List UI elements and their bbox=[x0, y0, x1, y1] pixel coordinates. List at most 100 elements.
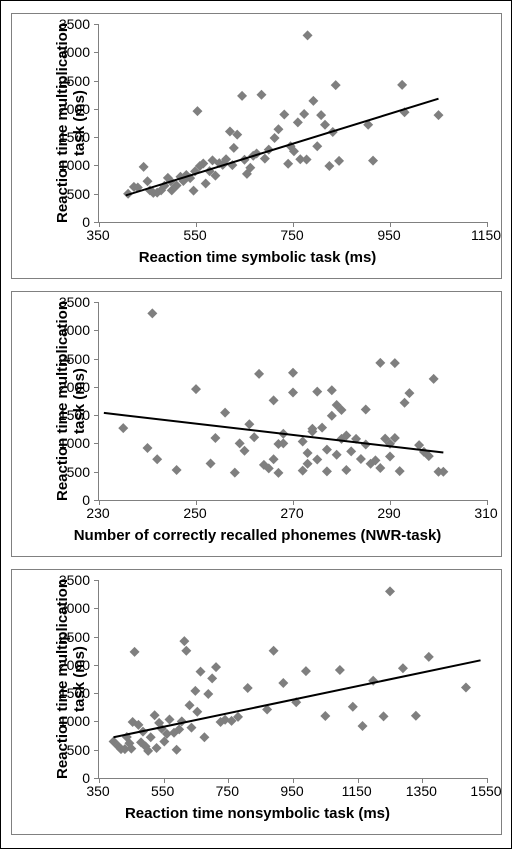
xtick-label: 550 bbox=[133, 783, 193, 799]
data-point bbox=[192, 707, 202, 717]
data-point bbox=[240, 446, 250, 456]
data-point bbox=[283, 159, 293, 169]
data-point bbox=[269, 454, 279, 464]
data-point bbox=[244, 419, 254, 429]
data-point bbox=[341, 465, 351, 475]
data-point bbox=[298, 436, 308, 446]
plot-svg bbox=[99, 302, 487, 500]
data-point bbox=[288, 388, 298, 398]
data-point bbox=[172, 465, 182, 475]
data-point bbox=[322, 466, 332, 476]
data-point bbox=[303, 30, 313, 40]
data-point bbox=[146, 732, 156, 742]
plot-area bbox=[98, 580, 487, 779]
data-point bbox=[302, 154, 312, 164]
data-point bbox=[303, 448, 313, 458]
plot-svg bbox=[99, 580, 487, 778]
xtick-label: 1350 bbox=[391, 783, 451, 799]
figure: 0500100015002000250030003500350550750950… bbox=[0, 0, 512, 849]
data-point bbox=[390, 358, 400, 368]
data-point bbox=[316, 110, 326, 120]
data-point bbox=[320, 711, 330, 721]
data-point bbox=[273, 468, 283, 478]
data-point bbox=[322, 445, 332, 455]
data-point bbox=[411, 711, 421, 721]
data-point bbox=[191, 384, 201, 394]
data-point bbox=[172, 745, 182, 755]
data-point bbox=[385, 586, 395, 596]
data-point bbox=[152, 454, 162, 464]
data-point bbox=[152, 743, 162, 753]
data-point bbox=[196, 667, 206, 677]
xtick-label: 950 bbox=[359, 227, 419, 243]
data-point bbox=[189, 186, 199, 196]
data-point bbox=[181, 646, 191, 656]
xtick-label: 750 bbox=[197, 783, 257, 799]
panel-top: 0500100015002000250030003500350550750950… bbox=[11, 13, 502, 279]
data-point bbox=[301, 666, 311, 676]
data-point bbox=[308, 96, 318, 106]
data-point bbox=[331, 80, 341, 90]
xtick-label: 270 bbox=[262, 505, 322, 521]
trendline bbox=[104, 413, 444, 453]
y-axis-title: Reaction time multiplicationtask (ms) bbox=[54, 569, 88, 789]
data-point bbox=[256, 90, 266, 100]
data-point bbox=[375, 463, 385, 473]
data-point bbox=[332, 450, 342, 460]
data-point bbox=[317, 423, 327, 433]
data-point bbox=[130, 647, 140, 657]
x-axis-title: Number of correctly recalled phonemes (N… bbox=[12, 527, 503, 544]
xtick-label: 1150 bbox=[327, 783, 387, 799]
data-point bbox=[179, 636, 189, 646]
data-point bbox=[164, 714, 174, 724]
data-point bbox=[385, 451, 395, 461]
data-point bbox=[379, 711, 389, 721]
data-point bbox=[324, 161, 334, 171]
data-point bbox=[358, 721, 368, 731]
data-point bbox=[368, 156, 378, 166]
data-point bbox=[395, 466, 405, 476]
data-point bbox=[147, 308, 157, 318]
data-point bbox=[260, 154, 270, 164]
xtick-label: 550 bbox=[165, 227, 225, 243]
y-axis-title: Reaction time multiplicationtask (ms) bbox=[54, 13, 88, 233]
data-point bbox=[220, 408, 230, 418]
xtick-label: 250 bbox=[165, 505, 225, 521]
data-point bbox=[398, 663, 408, 673]
data-point bbox=[293, 117, 303, 127]
data-point bbox=[243, 683, 253, 693]
xtick-label: 1550 bbox=[456, 783, 512, 799]
data-point bbox=[348, 702, 358, 712]
data-point bbox=[237, 91, 247, 101]
data-point bbox=[211, 662, 221, 672]
trendline bbox=[114, 660, 481, 737]
data-point bbox=[235, 438, 245, 448]
data-point bbox=[434, 110, 444, 120]
data-point bbox=[269, 395, 279, 405]
data-point bbox=[150, 710, 160, 720]
data-point bbox=[139, 162, 149, 172]
data-point bbox=[335, 665, 345, 675]
data-point bbox=[312, 141, 322, 151]
data-point bbox=[278, 678, 288, 688]
data-point bbox=[118, 423, 128, 433]
plot-svg bbox=[99, 24, 487, 222]
data-point bbox=[279, 110, 289, 120]
data-point bbox=[312, 455, 322, 465]
data-point bbox=[143, 176, 153, 186]
data-point bbox=[346, 446, 356, 456]
data-point bbox=[320, 120, 330, 130]
data-point bbox=[206, 459, 216, 469]
data-point bbox=[299, 109, 309, 119]
data-point bbox=[229, 143, 239, 153]
xtick-label: 290 bbox=[359, 505, 419, 521]
xtick-label: 1150 bbox=[456, 227, 512, 243]
panel-bottom: 0500100015002000250030003500350550750950… bbox=[11, 569, 502, 835]
data-point bbox=[312, 387, 322, 397]
data-point bbox=[397, 80, 407, 90]
data-point bbox=[199, 732, 209, 742]
x-axis-title: Reaction time nonsymbolic task (ms) bbox=[12, 805, 503, 822]
data-point bbox=[249, 432, 259, 442]
data-point bbox=[424, 652, 434, 662]
data-point bbox=[334, 156, 344, 166]
